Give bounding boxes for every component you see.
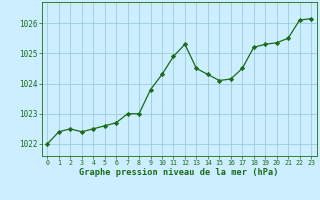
X-axis label: Graphe pression niveau de la mer (hPa): Graphe pression niveau de la mer (hPa) <box>79 168 279 177</box>
